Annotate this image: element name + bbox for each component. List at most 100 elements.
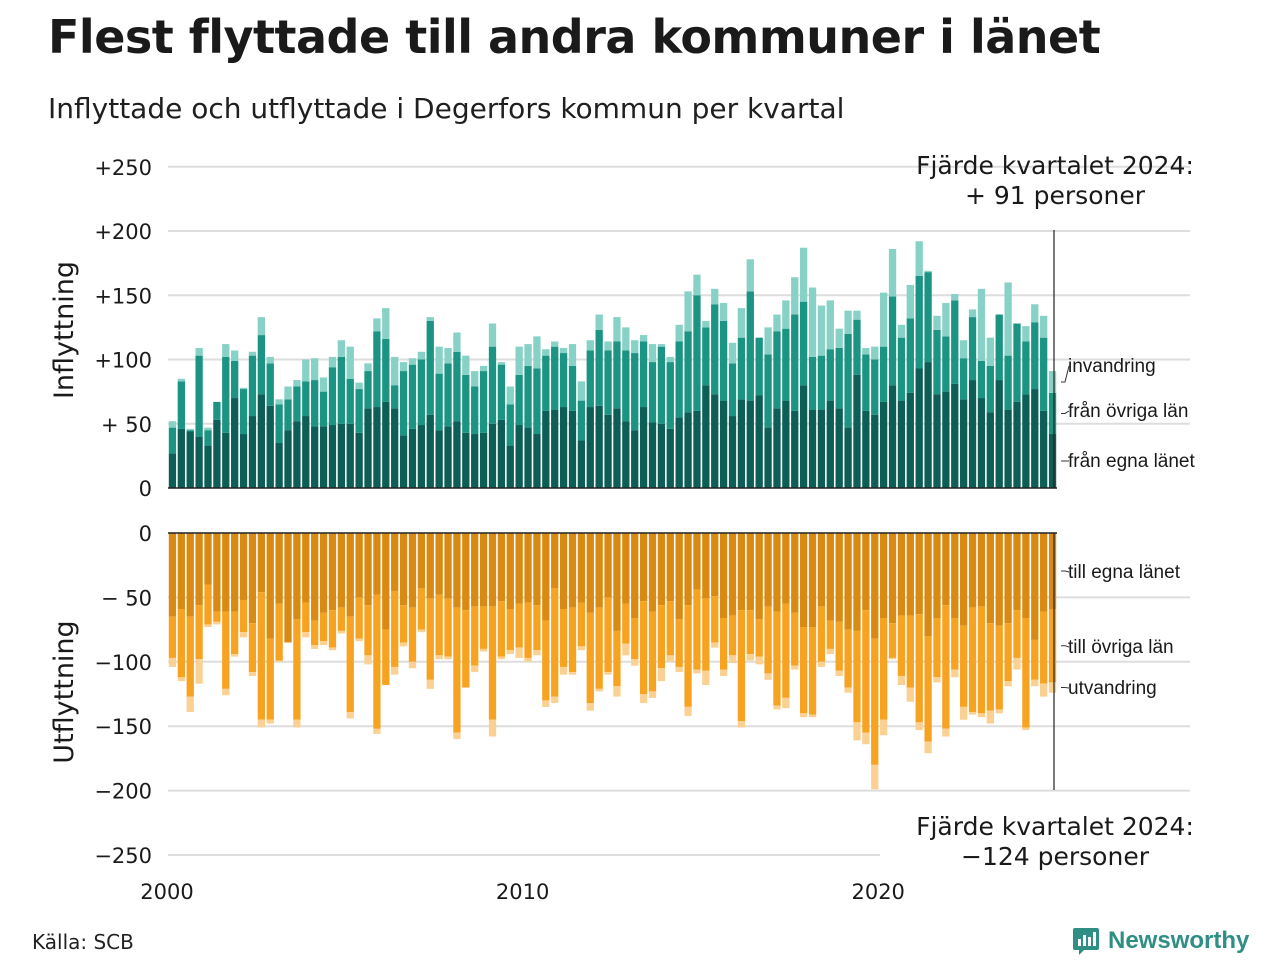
bar-inflow-segment bbox=[977, 398, 986, 488]
bar-outflow-segment bbox=[684, 533, 692, 606]
bar-inflow-segment bbox=[817, 409, 826, 488]
bar-inflow-segment bbox=[435, 373, 443, 431]
bar-outflow-segment bbox=[222, 533, 230, 612]
bar-inflow-segment bbox=[426, 320, 434, 415]
bar-outflow-segment bbox=[675, 533, 683, 620]
bar-outflow-segment bbox=[515, 533, 523, 604]
bar-inflow-segment bbox=[444, 347, 452, 364]
bar-inflow-segment bbox=[346, 423, 354, 488]
bar-inflow-segment bbox=[382, 308, 390, 339]
y-tick-label-top: +250 bbox=[94, 156, 152, 180]
bar-inflow-segment bbox=[373, 318, 381, 332]
bar-outflow-segment bbox=[346, 712, 354, 719]
bar-inflow-segment bbox=[391, 408, 399, 488]
bar-inflow-segment bbox=[204, 445, 212, 488]
bar-outflow-segment bbox=[364, 655, 372, 665]
bar-outflow-segment bbox=[719, 669, 728, 676]
bar-outflow-segment bbox=[568, 607, 577, 673]
bar-inflow-segment bbox=[888, 296, 897, 386]
bar-inflow-segment bbox=[764, 327, 772, 355]
bar-inflow-segment bbox=[435, 430, 443, 488]
bar-inflow-segment bbox=[880, 346, 888, 402]
bar-outflow-segment bbox=[960, 625, 968, 707]
bar-outflow-segment bbox=[213, 611, 221, 622]
bar-outflow-segment bbox=[319, 641, 328, 646]
bar-outflow-segment bbox=[684, 605, 692, 707]
bar-inflow-segment bbox=[577, 440, 586, 488]
bar-inflow-segment bbox=[773, 314, 781, 332]
bar-outflow-segment bbox=[595, 607, 603, 689]
bar-outflow-segment bbox=[728, 533, 737, 616]
bar-outflow-segment bbox=[328, 610, 337, 648]
bar-inflow-segment bbox=[204, 427, 212, 431]
bar-inflow-segment bbox=[337, 340, 345, 357]
bar-outflow-segment bbox=[933, 618, 941, 678]
bar-inflow-segment bbox=[497, 364, 506, 420]
bar-inflow-segment bbox=[880, 401, 888, 488]
bar-outflow-segment bbox=[622, 533, 630, 604]
bar-inflow-segment bbox=[657, 423, 666, 488]
bar-outflow-segment bbox=[728, 615, 737, 656]
bar-outflow-segment bbox=[1048, 608, 1057, 683]
bar-inflow-segment bbox=[551, 409, 559, 488]
series-label: till övriga län bbox=[1068, 637, 1174, 658]
bar-inflow-segment bbox=[177, 378, 185, 382]
bar-inflow-segment bbox=[257, 317, 265, 336]
bar-inflow-segment bbox=[168, 427, 177, 454]
bar-inflow-segment bbox=[311, 358, 319, 381]
bar-inflow-segment bbox=[648, 422, 657, 488]
bar-outflow-segment bbox=[239, 632, 248, 638]
bar-inflow-segment bbox=[595, 329, 603, 406]
series-label: utvandring bbox=[1068, 678, 1157, 699]
bar-inflow-segment bbox=[177, 428, 185, 488]
bar-outflow-segment bbox=[453, 732, 461, 740]
bar-inflow-segment bbox=[311, 426, 319, 488]
bar-outflow-segment bbox=[737, 533, 746, 611]
bar-inflow-segment bbox=[479, 432, 488, 488]
bar-inflow-segment bbox=[239, 387, 248, 390]
bar-inflow-segment bbox=[808, 409, 817, 488]
bar-outflow-segment bbox=[817, 606, 826, 662]
bar-inflow-segment bbox=[266, 356, 274, 364]
bar-outflow-segment bbox=[1004, 681, 1012, 687]
bar-outflow-segment bbox=[382, 533, 390, 630]
bar-inflow-segment bbox=[257, 335, 265, 395]
bar-outflow-segment bbox=[791, 612, 799, 666]
bar-inflow-segment bbox=[311, 380, 319, 427]
bar-inflow-segment bbox=[293, 386, 301, 422]
series-label-leader bbox=[1061, 645, 1070, 648]
bar-outflow-segment bbox=[808, 714, 817, 718]
bar-outflow-segment bbox=[524, 657, 532, 662]
bar-outflow-segment bbox=[951, 669, 959, 678]
bar-inflow-segment bbox=[1031, 322, 1039, 390]
bar-inflow-segment bbox=[337, 423, 345, 488]
bar-outflow-segment bbox=[622, 603, 630, 644]
bar-inflow-segment bbox=[355, 432, 363, 488]
bar-outflow-segment bbox=[559, 608, 568, 667]
bar-inflow-segment bbox=[542, 355, 550, 411]
bar-outflow-segment bbox=[844, 533, 852, 630]
bar-outflow-segment bbox=[977, 713, 986, 718]
bar-outflow-segment bbox=[746, 533, 754, 611]
bar-inflow-segment bbox=[471, 434, 479, 488]
bar-inflow-segment bbox=[479, 365, 488, 372]
bar-inflow-segment bbox=[773, 408, 781, 488]
bar-inflow-segment bbox=[399, 435, 408, 488]
bar-inflow-segment bbox=[844, 427, 852, 488]
bar-inflow-segment bbox=[711, 304, 719, 395]
bar-outflow-segment bbox=[488, 606, 497, 720]
bar-outflow-segment bbox=[417, 533, 426, 589]
bar-outflow-segment bbox=[995, 625, 1003, 710]
bar-inflow-segment bbox=[693, 410, 701, 488]
bar-inflow-segment bbox=[791, 410, 799, 488]
bar-inflow-segment bbox=[497, 362, 506, 365]
bar-outflow-segment bbox=[533, 533, 541, 606]
bar-outflow-segment bbox=[533, 605, 541, 651]
bar-inflow-segment bbox=[826, 300, 834, 350]
inflow-bars bbox=[168, 241, 1057, 488]
bar-inflow-segment bbox=[471, 371, 479, 387]
bar-outflow-segment bbox=[542, 700, 550, 707]
bar-inflow-segment bbox=[675, 324, 683, 342]
bar-outflow-segment bbox=[871, 764, 879, 790]
bar-outflow-segment bbox=[542, 533, 550, 621]
